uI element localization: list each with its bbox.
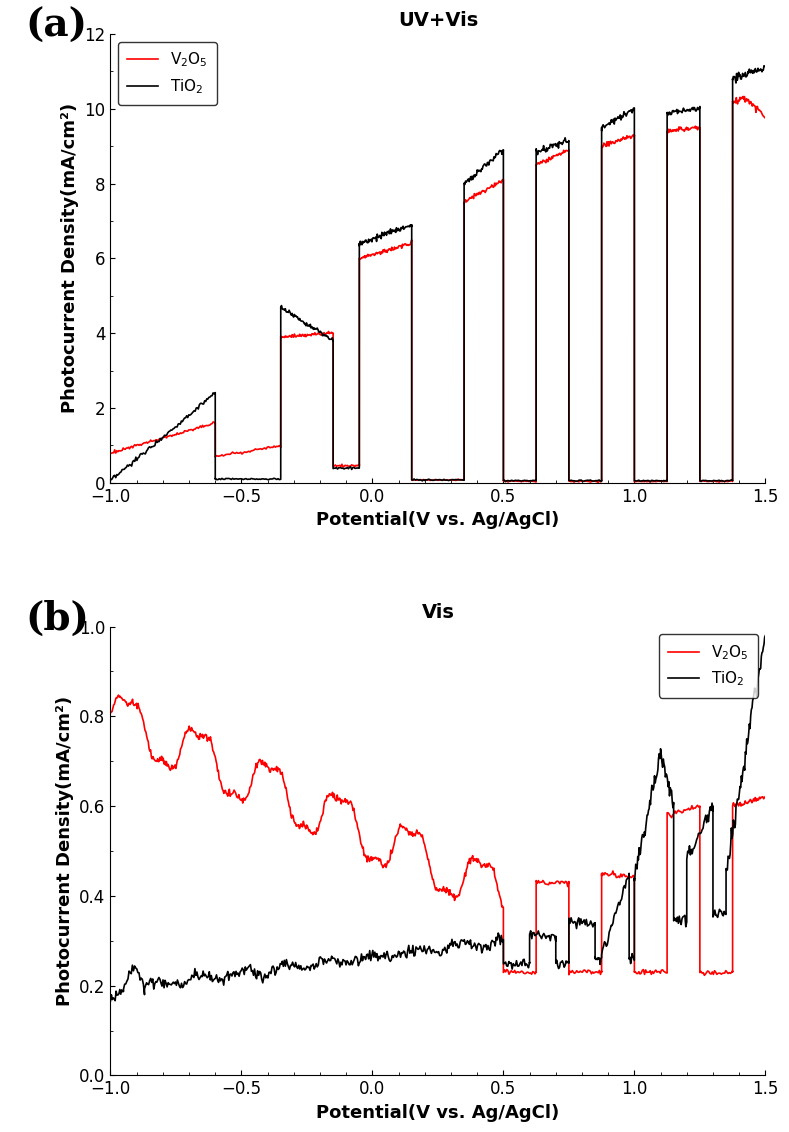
Title: Vis: Vis <box>421 603 454 623</box>
Legend: V$_2$O$_5$, TiO$_2$: V$_2$O$_5$, TiO$_2$ <box>659 634 757 697</box>
X-axis label: Potential(V vs. Ag/AgCl): Potential(V vs. Ag/AgCl) <box>316 1104 559 1122</box>
Y-axis label: Photocurrent Density(mA/cm²): Photocurrent Density(mA/cm²) <box>61 103 79 413</box>
Legend: V$_2$O$_5$, TiO$_2$: V$_2$O$_5$, TiO$_2$ <box>118 42 217 105</box>
Text: (a): (a) <box>25 7 88 45</box>
X-axis label: Potential(V vs. Ag/AgCl): Potential(V vs. Ag/AgCl) <box>316 512 559 530</box>
Title: UV+Vis: UV+Vis <box>398 10 478 29</box>
Text: (b): (b) <box>25 600 89 637</box>
Y-axis label: Photocurrent Density(mA/cm²): Photocurrent Density(mA/cm²) <box>56 696 73 1006</box>
